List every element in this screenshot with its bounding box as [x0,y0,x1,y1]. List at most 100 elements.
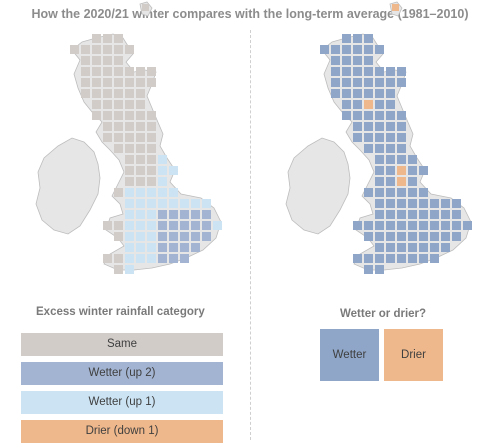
grid-cell [92,56,101,65]
grid-cell [463,221,472,230]
grid-cell [397,254,406,263]
grid-cell [136,199,145,208]
grid-cell [70,45,79,54]
grid-cell [125,199,134,208]
grid-cell [364,56,373,65]
grid-cell [147,243,156,252]
grid-cell [191,210,200,219]
grid-cell [180,199,189,208]
grid-cell [364,133,373,142]
grid-cell [169,254,178,263]
grid-cell [375,155,384,164]
grid-cell [397,210,406,219]
grid-cell [342,78,351,87]
grid-cell [92,45,101,54]
grid-cell [158,155,167,164]
grid-cell [136,67,145,76]
grid-cell [419,199,428,208]
grid-cell [364,144,373,153]
grid-cell [353,254,362,263]
grid-cell [169,243,178,252]
grid-cell [353,89,362,98]
legend-drier: Drier [384,329,443,381]
grid-cell [397,221,406,230]
grid-cell [136,78,145,87]
grid-cell [353,133,362,142]
grid-cell [386,232,395,241]
grid-cell [375,210,384,219]
grid-cell [375,177,384,186]
grid-cell [386,78,395,87]
grid-cell [408,177,417,186]
grid-cell [114,133,123,142]
grid-cell [441,199,450,208]
grid-cell [430,232,439,241]
legend-drier-down-1: Drier (down 1) [21,420,223,443]
grid-cell [81,45,90,54]
grid-cell [114,100,123,109]
grid-cell [191,243,200,252]
grid-cell [125,254,134,263]
grid-cell [386,144,395,153]
grid-cell [419,210,428,219]
grid-cell [342,89,351,98]
grid-cell [408,254,417,263]
wetter-drier-legend-title: Wetter or drier? [340,308,427,320]
grid-cell [430,243,439,252]
grid-cell [125,89,134,98]
grid-cell [397,67,406,76]
grid-cell [408,199,417,208]
legend-wetter-up-1: Wetter (up 1) [21,391,223,414]
grid-cell [125,232,134,241]
grid-cell [342,56,351,65]
grid-cell [103,122,112,131]
grid-cell [136,188,145,197]
grid-cell [364,89,373,98]
grid-cell [375,144,384,153]
grid-cell [364,111,373,120]
grid-cell [103,133,112,142]
grid-cell [386,199,395,208]
grid-cell [364,78,373,87]
grid-cell [158,210,167,219]
grid-cell [375,232,384,241]
grid-cell [342,100,351,109]
grid-cell [125,221,134,230]
grid-cell [430,210,439,219]
grid-cell [353,45,362,54]
grid-cell [353,34,362,43]
grid-cell [180,221,189,230]
grid-cell [419,221,428,230]
grid-cell [331,89,340,98]
grid-cell [114,122,123,131]
grid-cell [397,144,406,153]
grid-cell [158,188,167,197]
grid-cell [375,78,384,87]
grid-cell [103,78,112,87]
grid-cell [452,232,461,241]
wetter-or-drier-map [285,1,472,274]
grid-cell [397,155,406,164]
grid-cell [397,133,406,142]
grid-cell [191,221,200,230]
grid-cell [136,166,145,175]
grid-cell [353,78,362,87]
grid-cell [125,111,134,120]
grid-cell [364,265,373,274]
legend-wetter-up-2: Wetter (up 2) [21,362,223,385]
grid-cell [125,45,134,54]
grid-cell [136,155,145,164]
grid-cell [342,67,351,76]
grid-cell [408,210,417,219]
grid-cell [342,34,351,43]
grid-cell [136,133,145,142]
grid-cell [397,188,406,197]
grid-cell [430,199,439,208]
grid-cell [125,243,134,252]
grid-cell [169,166,178,175]
grid-cell [331,67,340,76]
grid-cell [408,166,417,175]
grid-cell [114,45,123,54]
grid-cell [191,232,200,241]
grid-cell [419,254,428,263]
